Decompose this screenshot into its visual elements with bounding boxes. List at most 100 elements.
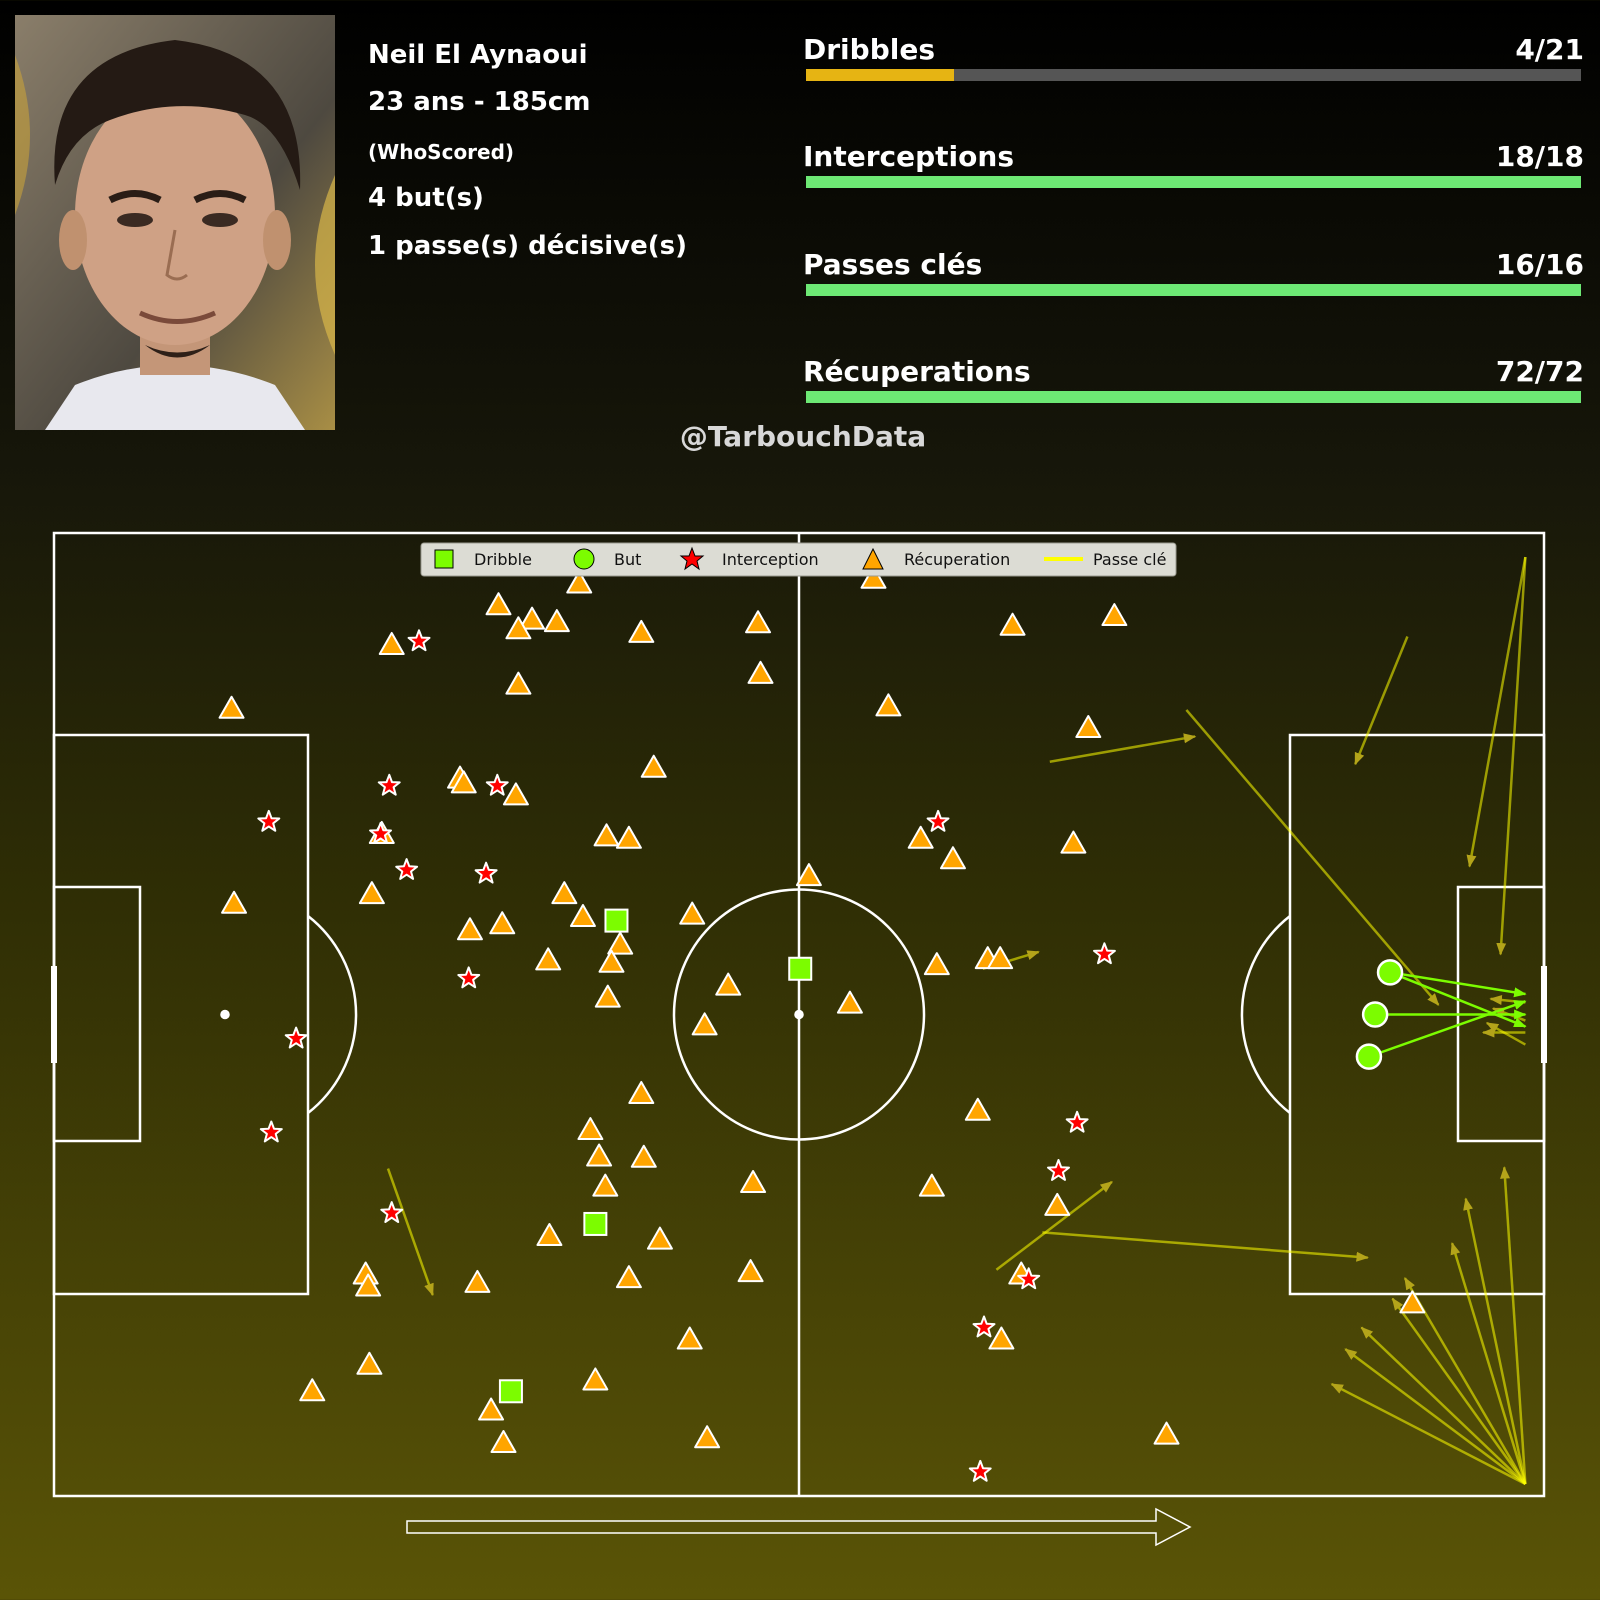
goal-shot-line: [1389, 971, 1527, 998]
interception-marker: [284, 1026, 308, 1049]
legend-recovery-icon: [862, 547, 884, 570]
interception-marker: [457, 966, 481, 989]
key-pass-arrow: [995, 1180, 1113, 1271]
legend-label: Dribble: [474, 550, 532, 569]
recovery-marker: [1060, 830, 1087, 854]
recovery-marker: [1044, 1192, 1071, 1216]
recovery-marker: [694, 1425, 721, 1449]
player-goals: 4 but(s): [368, 183, 484, 213]
stat-bar-track: [806, 69, 1581, 81]
recovery-marker: [860, 565, 887, 589]
recovery-marker: [1075, 715, 1102, 739]
dribble-marker: [604, 908, 629, 933]
recovery-marker: [221, 890, 248, 914]
recovery-marker: [505, 616, 532, 640]
key-pass-arrow: [1500, 1166, 1527, 1485]
stat-bar-fill: [806, 391, 1581, 403]
interception-marker: [395, 858, 419, 880]
interception-marker: [257, 809, 281, 832]
stat-label: Passes clés: [803, 248, 983, 281]
legend-interception-icon: [679, 546, 705, 571]
recovery-marker: [615, 1265, 642, 1289]
key-pass-arrow: [1354, 636, 1409, 766]
key-pass-arrow: [1049, 733, 1197, 763]
stat-bar-fill: [806, 176, 1581, 188]
watermark: @TarbouchData: [679, 420, 927, 453]
goal-shot-line: [1389, 971, 1527, 1028]
key-pass-arrow: [386, 1168, 434, 1297]
key-pass-arrow: [1485, 1021, 1526, 1046]
recovery-marker: [1399, 1290, 1426, 1314]
goal-shot-layer: [1368, 971, 1527, 1058]
key-pass-arrow: [1360, 1326, 1527, 1485]
recovery-marker: [740, 1170, 767, 1194]
stat-value: 72/72: [1495, 355, 1584, 388]
stat-label: Dribbles: [803, 33, 935, 66]
legend-box: [420, 542, 1177, 577]
recovery-marker: [745, 610, 772, 634]
stat-bar-track: [806, 391, 1581, 403]
stat-value: 18/18: [1495, 140, 1584, 173]
recovery-marker: [836, 990, 863, 1014]
recovery-marker: [918, 1173, 945, 1197]
player-name: Neil El Aynaoui: [368, 40, 588, 70]
stat-bar-track: [806, 284, 1581, 296]
key-pass-layer: [386, 556, 1527, 1486]
recovery-marker: [582, 1367, 609, 1391]
recovery-marker: [1101, 603, 1128, 627]
recovery-marker: [505, 671, 532, 695]
stat-value: 4/21: [1515, 33, 1584, 66]
recovery-marker: [593, 823, 620, 847]
recovery-marker: [535, 947, 562, 971]
goal-layer: [1355, 959, 1404, 1070]
interception-layer: [257, 629, 1116, 1482]
stat-dribbles: Dribbles 4/21: [803, 33, 1584, 103]
recovery-marker: [640, 754, 667, 778]
dribble-layer: [498, 908, 813, 1404]
recovery-marker: [299, 1378, 326, 1402]
recovery-marker: [358, 881, 385, 905]
recovery-marker: [355, 1273, 382, 1297]
interception-marker: [1065, 1110, 1089, 1133]
recovery-marker: [592, 1173, 619, 1197]
interception-marker: [968, 1459, 992, 1482]
centre-circle: [672, 888, 926, 1141]
recovery-marker: [378, 631, 405, 655]
right-penalty-arc: [1240, 915, 1291, 1114]
key-pass-arrow: [1042, 1231, 1369, 1262]
recovery-marker: [569, 903, 596, 927]
goal-shot-line: [1368, 1000, 1527, 1058]
recovery-marker: [551, 881, 578, 905]
interception-marker: [407, 629, 431, 652]
legend-label: But: [614, 550, 641, 569]
recovery-marker: [586, 1143, 613, 1167]
key-pass-arrow: [1450, 1242, 1527, 1485]
recovery-marker: [795, 863, 822, 887]
dribble-marker: [583, 1211, 608, 1236]
centre-spot: [794, 1009, 804, 1020]
legend-label: Interception: [722, 550, 819, 569]
stat-value: 16/16: [1495, 248, 1584, 281]
recovery-marker: [566, 570, 593, 594]
interception-marker: [380, 1201, 404, 1223]
stat-recoveries: Récuperations 72/72: [803, 355, 1584, 425]
recovery-marker: [628, 1080, 655, 1104]
recovery-marker: [737, 1259, 764, 1283]
recovery-marker: [987, 946, 1014, 970]
player-photo: [15, 15, 335, 430]
recovery-marker: [875, 693, 902, 717]
recovery-marker: [536, 1222, 563, 1246]
key-pass-arrow: [1391, 1297, 1527, 1485]
recovery-marker: [356, 1351, 383, 1375]
dribble-marker: [788, 956, 813, 981]
recovery-marker: [450, 770, 477, 794]
pitch-chart: Dribble But Interception Récuperation Pa…: [51, 531, 1547, 1547]
interception-marker: [972, 1315, 996, 1338]
key-pass-arrow: [1463, 1197, 1527, 1485]
legend-goal-icon: [573, 548, 595, 570]
pitch-markings: [51, 531, 1547, 1498]
goal-marker: [1376, 959, 1404, 986]
interception-marker: [369, 821, 392, 844]
key-pass-arrow: [1496, 556, 1527, 956]
recovery-layer: [218, 542, 1426, 1454]
